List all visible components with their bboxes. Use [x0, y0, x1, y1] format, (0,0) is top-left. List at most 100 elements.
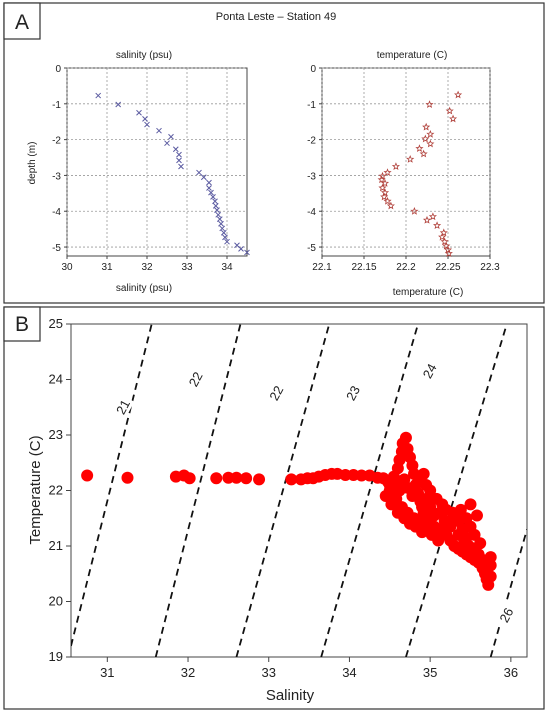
- data-point: [380, 188, 390, 197]
- isopycnal-line: [405, 324, 508, 657]
- salinity-chart-ylabel: depth (m): [27, 142, 38, 185]
- data-point: [212, 198, 218, 205]
- data-point: [196, 169, 202, 176]
- salinity-chart-title: salinity (psu): [116, 50, 172, 61]
- y-tick-label: -4: [52, 207, 61, 218]
- isopycnal-label: 23: [343, 383, 363, 403]
- data-point: [439, 228, 448, 237]
- data-point: [115, 101, 122, 108]
- data-point: [380, 179, 390, 187]
- isopycnal-label-bg: [339, 379, 365, 406]
- data-point: [178, 163, 184, 170]
- data-point: [285, 473, 298, 486]
- x-tick-label: 22.1: [312, 262, 332, 273]
- data-point: [426, 139, 435, 148]
- panel-b-label-box: [3, 306, 41, 342]
- data-point: [212, 203, 219, 209]
- data-point: [244, 249, 250, 256]
- y-tick-label: -1: [307, 100, 316, 111]
- y-tick-label: 19: [49, 649, 63, 664]
- data-point: [220, 229, 227, 236]
- data-point: [378, 183, 387, 192]
- x-tick-label: 34: [342, 665, 356, 680]
- isopycnal-label: 26: [496, 605, 516, 625]
- x-tick-label: 22.25: [435, 262, 460, 273]
- panel-b-label: B: [15, 313, 29, 336]
- data-point: [406, 490, 419, 503]
- x-tick-label: 22.2: [396, 262, 416, 273]
- data-point: [210, 472, 223, 485]
- data-point: [253, 473, 266, 486]
- plot-area: [66, 67, 248, 257]
- data-point: [422, 122, 431, 131]
- y-tick-label: 22: [49, 483, 63, 498]
- temperature-chart-xlabel: temperature (C): [393, 287, 464, 298]
- temperature-chart-title: temperature (C): [377, 50, 448, 61]
- salinity-chart-xlabel: salinity (psu): [116, 283, 172, 294]
- data-point: [428, 212, 437, 221]
- data-point: [379, 490, 392, 503]
- data-point: [81, 469, 94, 482]
- data-point: [474, 537, 487, 550]
- data-point: [238, 245, 244, 252]
- y-tick-label: -4: [307, 207, 316, 218]
- x-tick-label: 32: [141, 262, 153, 273]
- x-tick-label: 36: [504, 665, 518, 680]
- isopycnal-line: [154, 324, 242, 657]
- data-point: [142, 115, 148, 122]
- isopycnal-label-bg: [182, 365, 207, 392]
- data-point: [443, 245, 453, 254]
- y-tick-label: -5: [307, 243, 316, 254]
- data-point: [377, 175, 386, 184]
- ts-plot: 3132333435361920212223242521222223242526: [49, 316, 528, 680]
- data-point: [208, 189, 214, 196]
- data-point: [444, 249, 453, 257]
- data-point: [380, 192, 389, 201]
- isopycnal-label-bg: [263, 379, 288, 406]
- data-point: [406, 155, 415, 163]
- x-tick-label: 35: [423, 665, 437, 680]
- y-tick-label: 23: [49, 427, 63, 442]
- data-point: [200, 174, 207, 181]
- data-point: [391, 162, 400, 170]
- data-point: [422, 215, 432, 224]
- x-tick-label: 31: [101, 262, 113, 273]
- data-point: [470, 509, 483, 522]
- data-point: [156, 127, 162, 134]
- data-point: [415, 144, 424, 153]
- isopycnal-label: 21: [113, 397, 133, 417]
- x-tick-label: 22.15: [351, 262, 376, 273]
- data-point: [218, 220, 224, 227]
- data-point: [95, 92, 102, 99]
- x-tick-label: 33: [262, 665, 276, 680]
- data-point: [432, 534, 445, 547]
- y-tick-label: -2: [307, 136, 316, 147]
- data-point: [442, 241, 451, 250]
- y-tick-label: 25: [49, 316, 63, 331]
- data-point: [214, 207, 220, 214]
- data-point: [454, 90, 463, 99]
- y-tick-label: 21: [49, 538, 63, 553]
- ts-chart-xlabel: Salinity: [266, 687, 315, 704]
- x-tick-label: 33: [181, 262, 193, 273]
- data-point: [224, 238, 230, 245]
- data-point: [419, 149, 428, 158]
- data-point: [383, 168, 392, 177]
- y-tick-label: 24: [49, 372, 63, 387]
- data-point: [183, 472, 196, 485]
- y-tick-label: -3: [52, 171, 61, 182]
- isopycnal-lines: [71, 324, 527, 657]
- data-point: [172, 146, 179, 153]
- panel-a-label-box: [3, 2, 41, 40]
- data-point: [464, 498, 477, 511]
- data-point: [410, 206, 419, 215]
- data-point: [121, 471, 134, 484]
- isopycnal-label-bg: [493, 601, 518, 628]
- data-point: [230, 471, 243, 484]
- isopycnal-line: [235, 324, 331, 657]
- data-point: [445, 106, 454, 115]
- data-point: [417, 467, 430, 480]
- panel-a-label: A: [15, 11, 29, 34]
- isopycnal-line: [489, 529, 527, 657]
